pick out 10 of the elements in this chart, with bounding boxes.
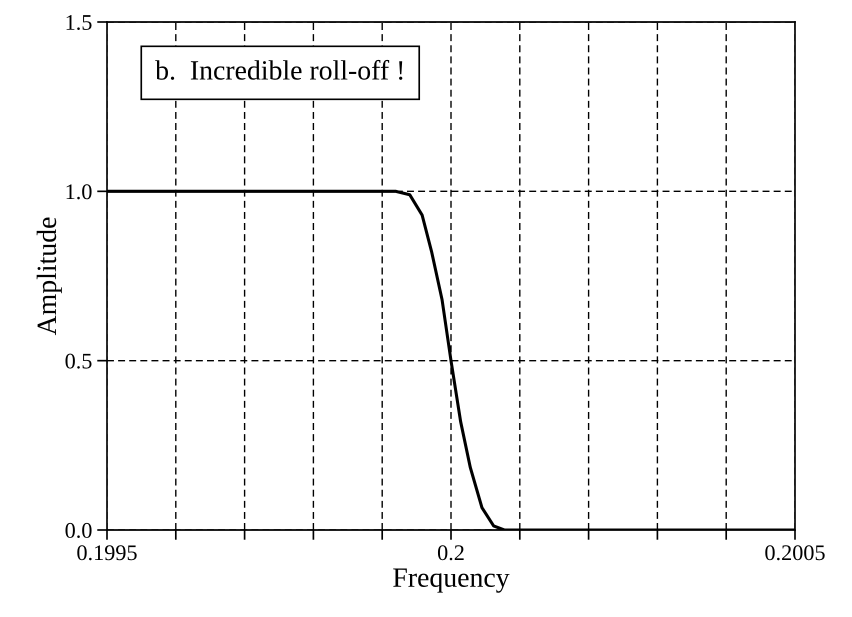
x-axis-title: Frequency <box>393 568 510 593</box>
x-tick-label: 0.2 <box>438 545 464 560</box>
annotation: b. Incredible roll-off ! <box>155 60 402 80</box>
x-tick-label: 0.1995 <box>77 545 137 560</box>
x-tick-label: 0.2005 <box>765 545 825 560</box>
y-tick-label: 1.5 <box>66 15 92 30</box>
y-axis-title: Amplitude <box>36 218 62 336</box>
y-tick-label: 0.5 <box>65 354 92 369</box>
y-tick-label: 1.0 <box>66 184 92 200</box>
y-tick-label: 0.0 <box>65 522 92 538</box>
